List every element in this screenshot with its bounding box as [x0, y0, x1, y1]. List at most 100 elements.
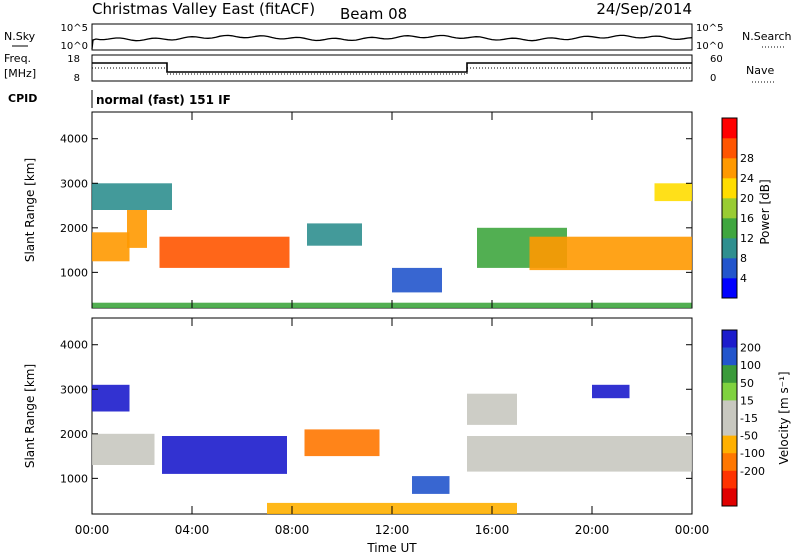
velocity-colorbar-tick-0: 200 [740, 342, 761, 355]
velocity-echo-region-5 [467, 436, 692, 472]
power-echo-region-4 [307, 223, 362, 246]
noise-sky-trace [91, 34, 693, 50]
freq-label: Freq. [4, 52, 31, 65]
velocity-colorbar-swatch-0 [722, 330, 737, 348]
power-colorbar-swatch-4 [722, 198, 737, 219]
velocity-colorbar-scale: 200 100 50 15 -15 -50 -100 -200 [721, 329, 765, 507]
velocity-colorbar-swatch-2 [722, 365, 737, 384]
noise-sky-label: N.Sky [4, 30, 36, 43]
power-colorbar-tick-6: 28 [740, 152, 754, 165]
velocity-colorbar-swatch-7 [722, 453, 737, 472]
station-title: Christmas Valley East (fitACF) [92, 0, 315, 18]
velocity-echo-region-7 [592, 384, 630, 399]
power-colorbar-swatch-2 [722, 238, 737, 259]
y-tick-label-1: 2000 [60, 222, 88, 235]
time-axis-title: Time UT [366, 541, 417, 554]
velocity-echo-region-0 [92, 433, 155, 465]
noise-right-tick-top: 10^5 [696, 23, 723, 34]
power-colorbar-swatch-6 [722, 158, 737, 179]
power-echo-region-0 [92, 232, 130, 262]
time-tick-label-0: 00:00 [75, 523, 110, 537]
power-echo-region-5 [392, 267, 442, 293]
power-colorbar-tick-5: 24 [740, 172, 754, 185]
y-tick-label-2: 3000 [60, 177, 88, 190]
velocity-panel: 1000 2000 3000 4000 Slant Range [km] [23, 317, 693, 515]
velocity-echo-region-1 [92, 384, 130, 412]
freq-unit-label: [MHz] [4, 67, 36, 80]
power-y-axis-label: Slant Range [km] [23, 158, 37, 262]
time-tick-label-5: 20:00 [575, 523, 610, 537]
velocity-colorbar-swatch-3 [722, 382, 737, 401]
power-panel: 1000 2000 3000 4000 Slant Range [km] [23, 111, 693, 309]
velocity-colorbar-swatch-6 [722, 435, 737, 454]
time-tick-label-4: 16:00 [475, 523, 510, 537]
velocity-echo-region-6 [467, 393, 517, 425]
velocity-colorbar-label: Velocity [m s⁻¹] [777, 371, 791, 464]
nave-right-tick-top: 60 [710, 54, 723, 65]
power-echo-region-1 [127, 210, 147, 248]
power-echo-region-2 [159, 236, 290, 268]
power-y-axis: 1000 2000 3000 4000 [60, 133, 692, 279]
power-colorbar-swatch-0 [722, 278, 737, 299]
power-colorbar-tick-4: 20 [740, 192, 754, 205]
velocity-colorbar-tick-4: -15 [740, 412, 758, 425]
power-colorbar-swatch-1 [722, 258, 737, 279]
freq-left-tick-bottom: 8 [74, 73, 80, 84]
velocity-colorbar-swatch-4 [722, 400, 737, 419]
power-colorbar-swatch-5 [722, 178, 737, 199]
noise-left-tick-top: 10^5 [61, 23, 88, 34]
power-colorbar-swatch-8 [722, 118, 737, 139]
velocity-colorbar-frame [721, 329, 738, 507]
nave-right-tick-bottom: 0 [710, 73, 716, 84]
velocity-panel-frame [91, 317, 693, 515]
cpid-mode-text: normal (fast) 151 IF [96, 93, 231, 107]
freq-left-tick-top: 18 [67, 54, 80, 65]
power-echo-region-7 [529, 236, 692, 271]
y-tick-label-0: 1000 [60, 266, 88, 279]
velocity-y-axis: 1000 2000 3000 4000 [60, 339, 692, 485]
power-colorbar-swatch-7 [722, 138, 737, 159]
velocity-colorbar-swatch-5 [722, 418, 737, 436]
velocity-y-axis-label: Slant Range [km] [23, 364, 37, 468]
time-tick-label-3: 12:00 [375, 523, 410, 537]
noise-left-tick-bottom: 10^0 [61, 41, 88, 52]
time-tick-label-2: 08:00 [275, 523, 310, 537]
velocity-colorbar-tick-1: 100 [740, 359, 761, 372]
velocity-echo-region-4 [412, 476, 450, 494]
power-colorbar-tick-3: 16 [740, 212, 754, 225]
velocity-colorbar-swatch-9 [722, 488, 737, 507]
power-colorbar-tick-1: 8 [740, 252, 747, 265]
noise-search-label: N.Search [742, 30, 792, 43]
velocity-colorbar-tick-3: 15 [740, 394, 754, 407]
velocity-echo-region-2 [162, 436, 287, 474]
beam-label: Beam 08 [340, 5, 407, 23]
date-label: 24/Sep/2014 [596, 0, 692, 18]
y-tick-label-2: 3000 [60, 383, 88, 396]
cpid-label: CPID [8, 92, 37, 105]
velocity-colorbar: 200 100 50 15 -15 -50 -100 -200 Velocity [m s⁻¹… [721, 329, 791, 507]
power-colorbar: 4 8 12 16 20 24 28 Power [dB] [721, 117, 772, 299]
velocity-colorbar-swatch-1 [722, 347, 737, 366]
y-tick-label-3: 4000 [60, 133, 88, 146]
power-colorbar-swatch-3 [722, 218, 737, 239]
velocity-colorbar-swatch-8 [722, 470, 737, 489]
y-tick-label-1: 2000 [60, 428, 88, 441]
power-colorbar-frame [721, 117, 738, 299]
time-axis-labels: 00:00 04:00 08:00 12:00 16:00 20:00 00:00 [75, 523, 710, 537]
nave-trace [92, 67, 692, 75]
velocity-colorbar-tick-2: 50 [740, 377, 754, 390]
power-echo-region-3 [92, 183, 172, 210]
power-x-ticks [91, 112, 693, 308]
noise-right-tick-bottom: 10^0 [696, 41, 723, 52]
power-echo-region-8 [654, 183, 692, 202]
time-tick-label-1: 04:00 [175, 523, 210, 537]
freq-trace [92, 62, 692, 73]
power-colorbar-label: Power [dB] [758, 179, 772, 244]
nave-label: Nave [746, 64, 774, 77]
y-tick-label-3: 4000 [60, 339, 88, 352]
noise-strip-frame [91, 23, 693, 51]
velocity-echo-region-3 [304, 429, 380, 457]
time-tick-label-6: 00:00 [675, 523, 710, 537]
power-colorbar-tick-2: 12 [740, 232, 754, 245]
